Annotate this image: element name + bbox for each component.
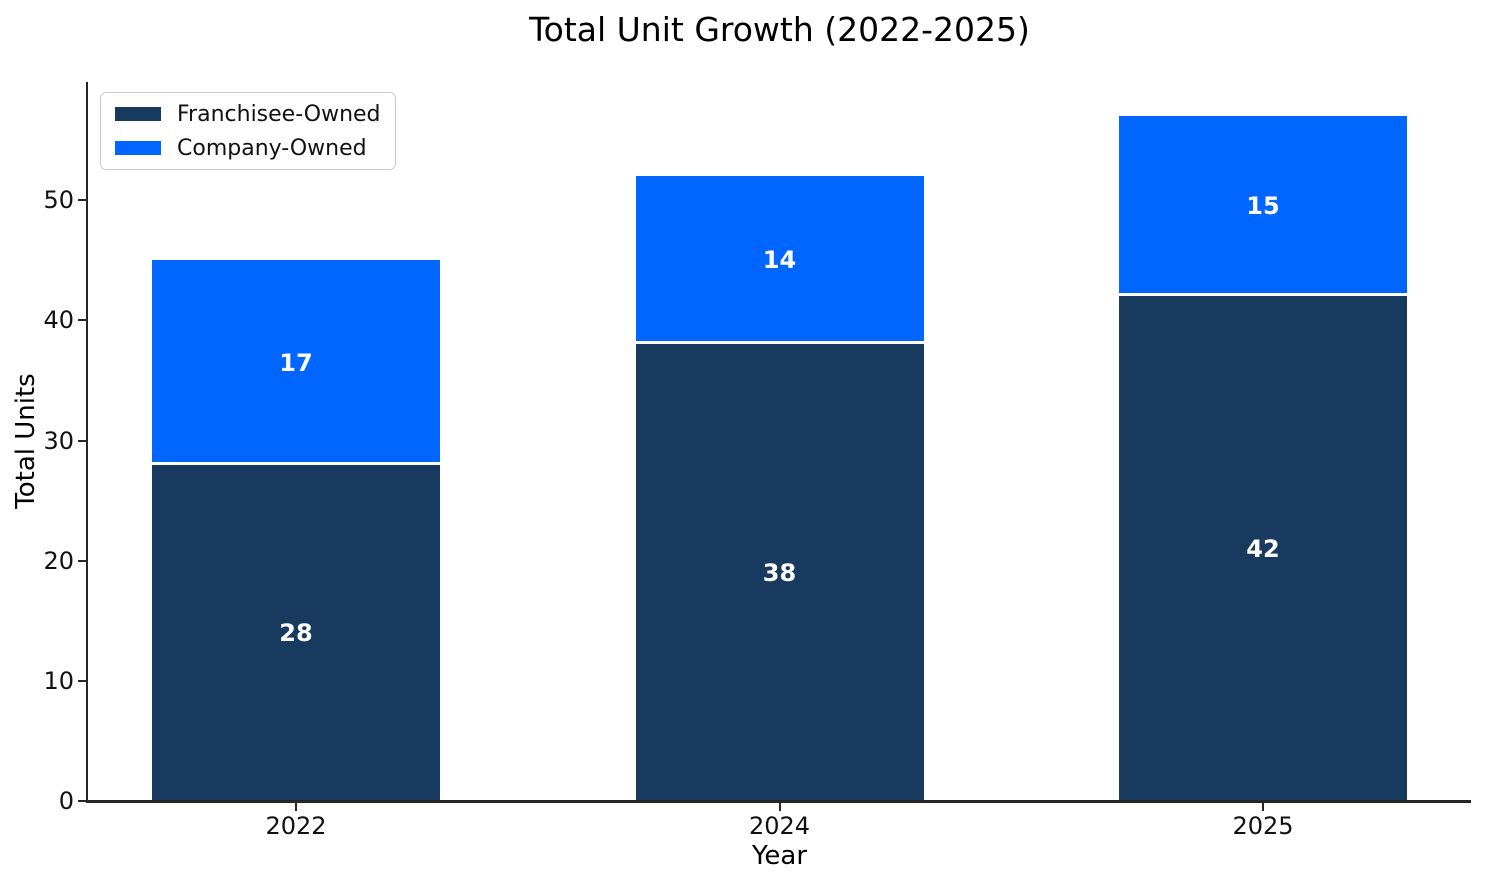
y-tick-mark: [78, 439, 86, 442]
x-tick-mark: [295, 802, 297, 811]
legend-label-franchisee-owned: Franchisee-Owned: [177, 101, 381, 127]
v-gridline-overlay: [779, 82, 780, 801]
y-tick-label: 30: [43, 426, 74, 455]
legend-item-franchisee-owned: Franchisee-Owned: [115, 102, 381, 127]
y-tick-label: 50: [43, 186, 74, 215]
legend-label-company-owned: Company-Owned: [177, 135, 367, 161]
legend-swatch-franchisee-owned: [115, 107, 161, 121]
bar-value-label-company-owned: 17: [279, 348, 313, 377]
bar-value-label-franchisee-owned: 28: [279, 618, 313, 647]
legend-item-company-owned: Company-Owned: [115, 136, 381, 161]
bar-segment-franchisee-owned: [1119, 296, 1407, 801]
x-tick-label: 2024: [748, 812, 811, 840]
y-tick-mark: [78, 199, 86, 202]
y-axis-spine: [86, 82, 88, 803]
bar-value-label-company-owned: 15: [1246, 192, 1280, 221]
bar-value-label-franchisee-owned: 38: [762, 558, 797, 587]
x-tick-mark: [778, 802, 781, 811]
y-tick-mark: [78, 800, 86, 802]
x-tick-label: 2022: [265, 812, 327, 840]
v-gridline-overlay: [1262, 82, 1263, 801]
y-tick-mark: [78, 319, 86, 322]
y-tick-label: 0: [58, 787, 74, 815]
v-gridline-overlay: [295, 82, 296, 801]
y-tick-mark: [78, 679, 86, 682]
x-tick-label: 2025: [1232, 812, 1294, 840]
legend-swatch-company-owned: [115, 141, 161, 155]
x-axis-title: Year: [751, 841, 808, 871]
bar-value-label-franchisee-owned: 42: [1246, 534, 1280, 563]
bar-segment-franchisee-owned: [152, 464, 440, 801]
bar-segment-franchisee-owned: [635, 344, 924, 801]
bar-value-label-company-owned: 14: [762, 246, 797, 275]
y-tick-mark: [78, 559, 86, 562]
x-tick-mark: [1262, 802, 1264, 811]
y-tick-label: 40: [43, 306, 74, 335]
y-tick-label: 10: [43, 666, 74, 695]
bar-segment-company-owned: [1119, 116, 1407, 297]
bar-segment-company-owned: [152, 260, 440, 465]
bar-segment-company-owned: [635, 176, 924, 345]
y-tick-label: 20: [43, 546, 74, 575]
x-axis-spine: [88, 799, 1471, 803]
chart-title: Total Unit Growth (2022-2025): [529, 10, 1030, 49]
legend: Franchisee-Owned Company-Owned: [100, 92, 396, 170]
